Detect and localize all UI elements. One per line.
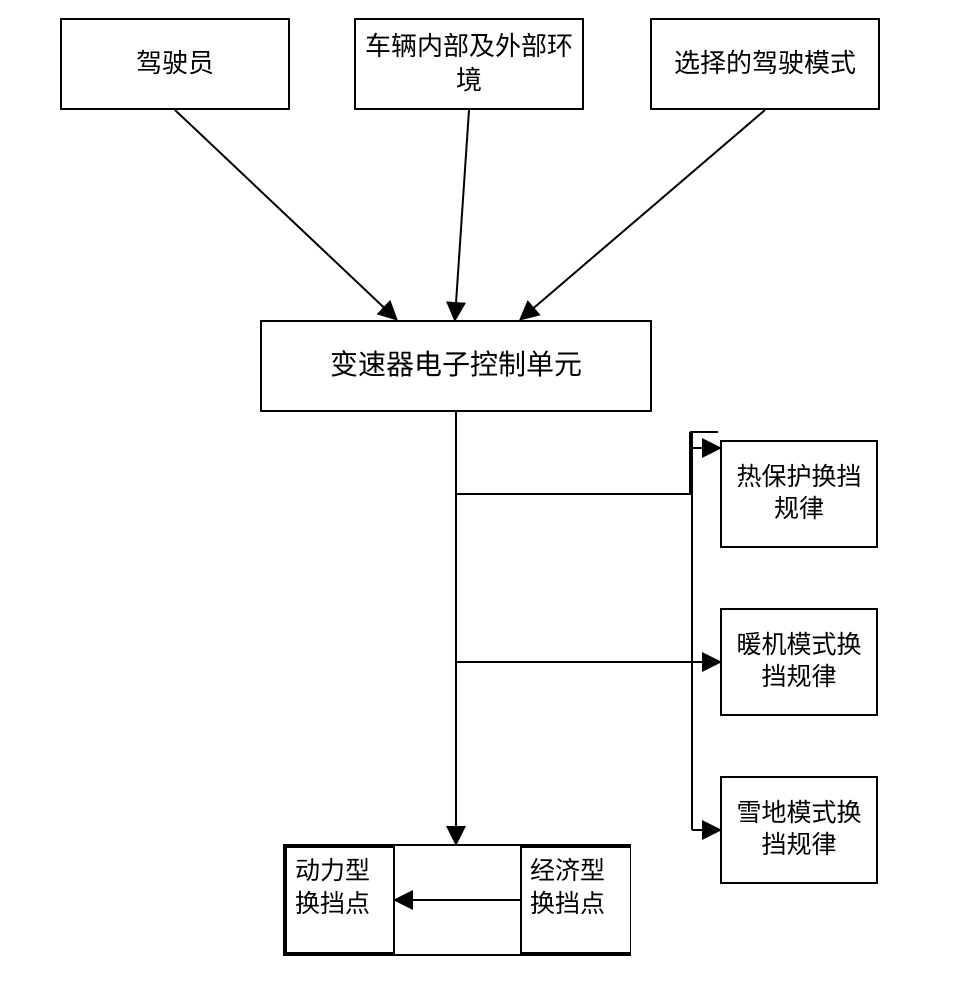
edge-env-tcu (455, 110, 469, 318)
driver-box: 驾驶员 (60, 18, 290, 110)
vehicle-env-box: 车辆内部及外部环境 (354, 18, 584, 110)
driver-label: 驾驶员 (136, 47, 214, 81)
tcu-box: 变速器电子控制单元 (260, 320, 652, 412)
snow-box: 雪地模式换挡规律 (720, 776, 878, 884)
thermal-box: 热保护换挡规律 (720, 440, 878, 548)
warmup-label: 暖机模式换挡规律 (730, 630, 868, 695)
tcu-label: 变速器电子控制单元 (330, 348, 582, 384)
eco-shift-box: 经济型换挡点 (520, 846, 630, 954)
edge-driver-tcu (175, 110, 395, 318)
eco-shift-label: 经济型换挡点 (530, 856, 622, 921)
vehicle-env-label: 车辆内部及外部环境 (364, 30, 574, 98)
drive-mode-label: 选择的驾驶模式 (674, 47, 856, 81)
edge-branch-thermal (456, 432, 692, 494)
snow-label: 雪地模式换挡规律 (730, 798, 868, 863)
sport-shift-box: 动力型换挡点 (285, 846, 395, 954)
edge-mode-tcu (522, 110, 765, 318)
warmup-box: 暖机模式换挡规律 (720, 608, 878, 716)
thermal-label: 热保护换挡规律 (730, 462, 868, 527)
drive-mode-box: 选择的驾驶模式 (650, 18, 880, 110)
sport-shift-label: 动力型换挡点 (295, 856, 385, 921)
